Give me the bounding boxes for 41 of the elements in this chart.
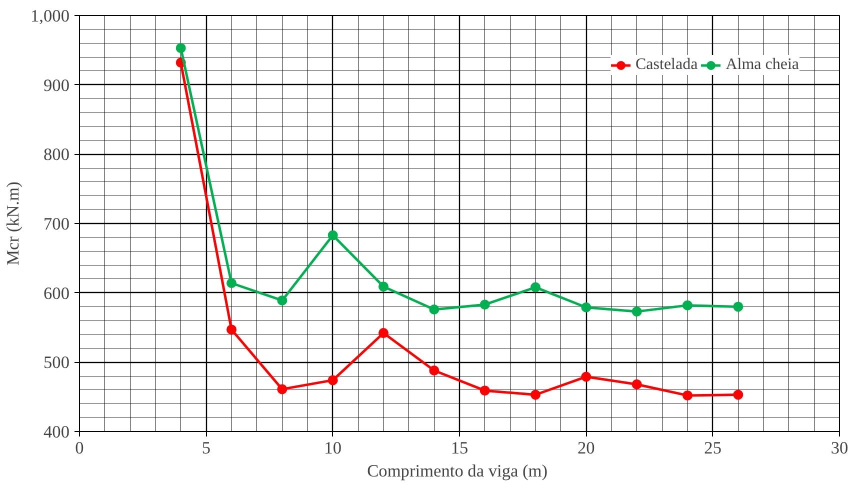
point [530,390,540,400]
y-axis-title: Mcr (kN.m) [4,181,23,266]
y-tick-label: 1,000 [30,6,70,26]
x-tick-label: 0 [75,438,84,458]
legend-label: Castelada [636,56,698,74]
point [226,278,236,288]
point [682,390,692,400]
y-tick-label: 900 [44,76,70,95]
y-tick-label: 400 [44,422,70,442]
point [176,43,186,54]
x-tick-label: 30 [830,438,848,458]
point [480,386,490,396]
point [429,365,440,376]
y-tick-label: 500 [44,353,70,372]
point [378,328,388,338]
point [530,282,540,292]
y-tick-label: 700 [44,214,70,234]
x-tick-label: 15 [450,438,468,458]
point [480,300,490,310]
y-tick-label: 800 [44,145,70,164]
point [632,379,642,390]
point [733,302,744,312]
x-tick-label: 5 [202,438,211,458]
point [328,375,338,386]
point [429,304,440,314]
x-axis-title: Comprimento da viga (m) [367,462,548,480]
point [733,390,744,400]
y-tick-label: 600 [44,284,70,303]
point [378,282,388,292]
x-tick-label: 25 [704,438,722,458]
x-tick-label: 20 [578,438,595,458]
point [581,372,592,382]
point [226,324,236,335]
point [328,230,338,240]
x-tick-label: 10 [324,438,342,458]
point [277,295,288,306]
legend-label: Alma cheia [726,56,799,74]
point [581,302,592,312]
point [632,306,642,317]
point [682,300,692,310]
point [277,384,288,394]
